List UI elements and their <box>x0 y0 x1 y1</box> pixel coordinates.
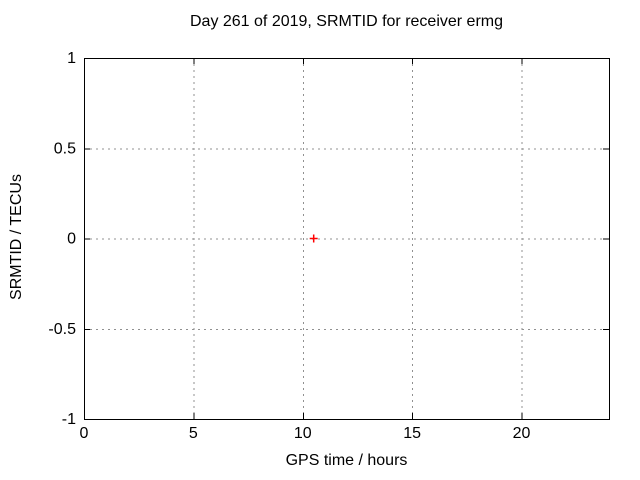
x-tick-label: 5 <box>189 425 198 442</box>
x-tick-label: 0 <box>80 425 89 442</box>
x-tick-label: 20 <box>513 425 531 442</box>
chart-title: Day 261 of 2019, SRMTID for receiver erm… <box>189 13 503 30</box>
data-point-marker <box>309 234 318 243</box>
x-axis-label: GPS time / hours <box>285 452 408 469</box>
y-tick-label: 0.5 <box>54 140 76 157</box>
y-tick-label: 1 <box>67 50 76 67</box>
y-tick-label: -1 <box>62 411 76 428</box>
x-tick-label: 10 <box>294 425 312 442</box>
x-tick-label: 15 <box>403 425 421 442</box>
y-tick-label: 0 <box>67 231 76 248</box>
y-tick-label: -0.5 <box>48 321 76 338</box>
